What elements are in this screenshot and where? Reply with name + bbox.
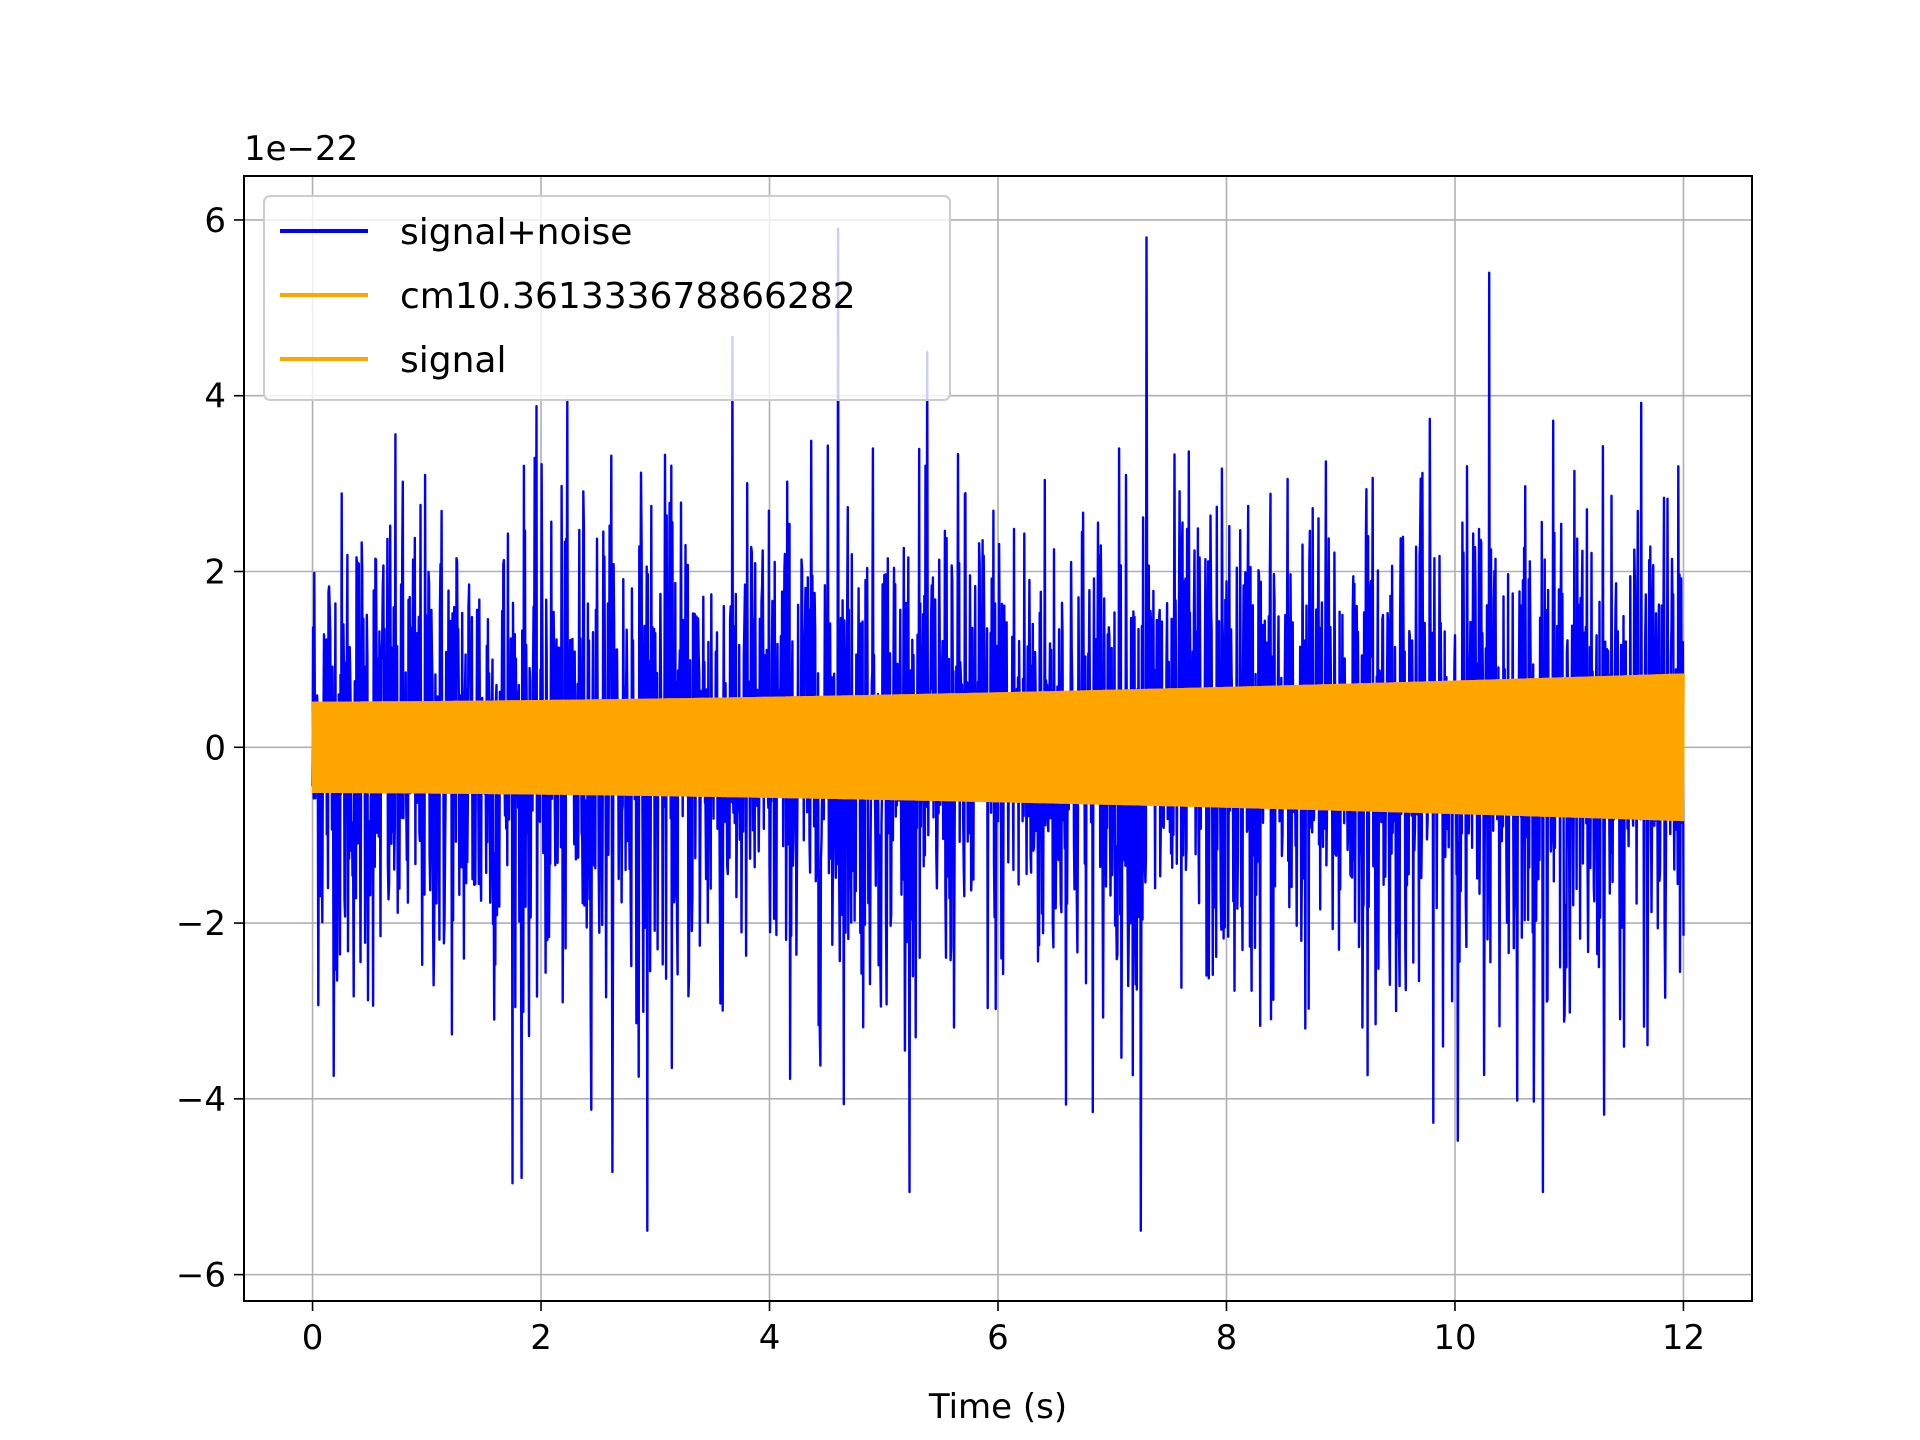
x-tick-label-1: 2 — [530, 1318, 552, 1358]
x-tick-label-2: 4 — [759, 1318, 781, 1358]
y-tick-label-0: −6 — [176, 1256, 226, 1296]
y-axis-ticks: −6 −4 −2 0 2 4 6 — [176, 201, 244, 1296]
legend-label-cm: cm10.361333678866282 — [400, 276, 856, 317]
x-tick-label-4: 8 — [1216, 1318, 1238, 1358]
y-tick-label-5: 4 — [204, 377, 226, 417]
x-tick-label-0: 0 — [302, 1318, 324, 1358]
y-tick-label-2: −2 — [176, 904, 226, 944]
series-line-signal — [311, 673, 1685, 822]
legend-label-signal-noise: signal+noise — [400, 212, 632, 253]
legend: signal+noise cm10.361333678866282 signal — [263, 195, 951, 401]
x-axis-ticks: 0 2 4 6 8 10 12 — [302, 1301, 1705, 1358]
x-tick-label-3: 6 — [987, 1318, 1009, 1358]
legend-label-signal: signal — [400, 340, 507, 381]
y-scale-offset-label: 1e−22 — [244, 129, 358, 169]
x-tick-label-6: 12 — [1662, 1318, 1705, 1358]
y-tick-label-1: −4 — [176, 1080, 226, 1120]
y-tick-label-4: 2 — [204, 553, 226, 593]
x-tick-label-5: 10 — [1433, 1318, 1476, 1358]
y-tick-label-3: 0 — [204, 728, 226, 768]
x-axis-label: Time (s) — [928, 1387, 1067, 1427]
legend-box — [263, 195, 951, 401]
y-tick-label-6: 6 — [204, 201, 226, 241]
series-layer — [311, 227, 1685, 1232]
